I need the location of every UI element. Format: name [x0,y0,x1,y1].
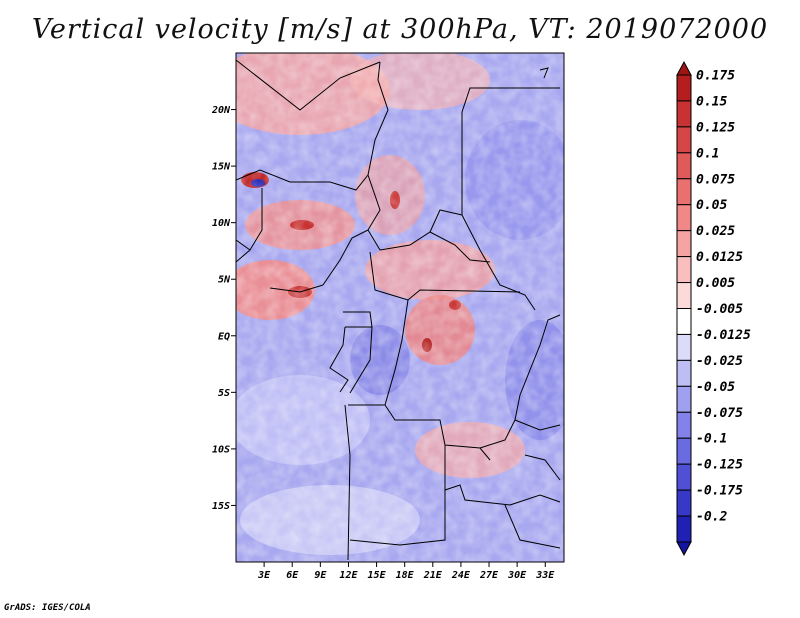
colorbar-label: 0.1 [696,146,719,161]
lon-tick-label: 18E [396,570,415,581]
lon-tick-label: 9E [314,570,327,581]
colorbar-swatch [676,463,692,491]
latitude-axis: 20N 15N 10N 5N EQ 5S 10S 15S [211,105,236,512]
colorbar-swatch [676,74,692,102]
colorbar-swatch [676,282,692,309]
colorbar-swatch [676,359,692,387]
colorbar-label: 0.125 [696,120,735,135]
colorbar-label: 0.05 [696,198,727,213]
colorbar-label: 0.025 [696,224,735,239]
colorbar-label: 0.005 [696,276,735,291]
colorbar-swatch [676,333,692,361]
colorbar-swatch [676,100,692,128]
lat-tick-label: 5S [218,388,230,399]
lat-tick-label: 10S [212,444,230,455]
colorbar-swatch [676,126,692,154]
colorbar-swatch [676,178,692,206]
colorbar-label: -0.0125 [696,328,751,343]
colorbar-swatch [676,437,692,465]
lat-tick-label: 15S [212,501,230,512]
lon-tick-label: 15E [368,570,387,581]
colorbar-bottom-arrow [676,541,692,557]
colorbar-label: 0.0125 [696,250,743,265]
lon-tick-label: 27E [479,570,499,581]
lat-tick-label: 5N [218,275,231,286]
colorbar-swatch [676,204,692,232]
map-frame [235,52,565,563]
lat-tick-label: 15N [212,162,231,173]
lon-tick-label: 30E [507,570,527,581]
colorbar-label: 0.175 [696,69,735,84]
chart-title: Vertical velocity [m/s] at 300hPa, VT: 2… [31,14,769,45]
lon-tick-label: 33E [535,570,555,581]
colorbar-top-arrow [676,60,692,76]
velocity-field [236,53,564,562]
longitude-axis: 3E 6E 9E 12E 15E 18E 21E 24E 27E 30E 33E [257,562,555,581]
colorbar-label: 0.15 [696,94,727,109]
colorbar: 0.175 0.15 0.125 0.1 0.075 0.05 0.025 0.0125 0.0… [676,60,751,557]
lon-tick-label: 12E [339,570,358,581]
colorbar-label: -0.2 [696,510,727,525]
colorbar-label: -0.025 [696,354,743,369]
colorbar-swatch [676,489,692,517]
colorbar-swatch [676,152,692,180]
colorbar-label: -0.125 [696,458,743,473]
lon-tick-label: 3E [257,570,271,581]
colorbar-swatch [676,385,692,413]
colorbar-swatch [676,230,692,258]
lat-tick-label: 20N [211,105,231,116]
lon-tick-label: 6E [286,570,299,581]
colorbar-label: -0.1 [696,432,727,447]
lat-tick-label: EQ [218,331,230,342]
colorbar-label: -0.175 [696,484,743,499]
lon-tick-label: 21E [423,570,443,581]
colorbar-swatch [676,515,692,543]
country-borders [236,59,561,561]
colorbar-swatch [676,411,692,439]
colorbar-label: -0.05 [696,380,735,395]
colorbar-swatch [676,256,692,284]
lat-tick-label: 10N [212,218,231,229]
lon-tick-label: 24E [451,570,471,581]
colorbar-swatch [676,308,692,335]
grads-credit: GrADS: IGES/COLA [4,603,91,613]
colorbar-label: 0.075 [696,172,735,187]
colorbar-label: -0.075 [696,406,743,421]
colorbar-label: -0.005 [696,302,743,317]
